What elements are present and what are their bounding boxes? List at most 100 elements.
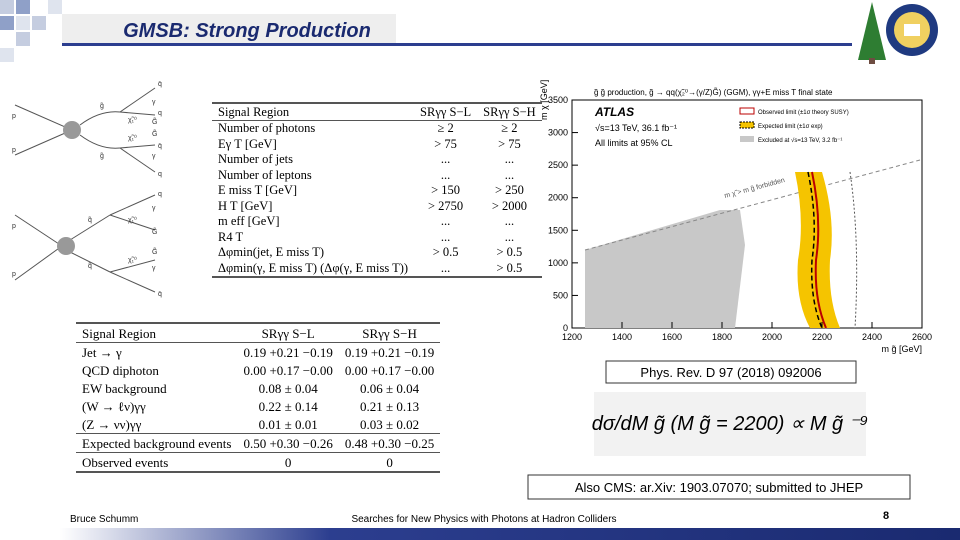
table-cell: ≥ 2 <box>437 121 454 135</box>
diagram-label: γ <box>152 265 156 272</box>
diagram-label: q̄ <box>158 291 162 298</box>
table-row: m eff [GeV]...... <box>212 214 542 230</box>
page-number: 8 <box>883 510 889 522</box>
x-tick-label: 2000 <box>762 332 782 342</box>
diagram-label: χ̃₁⁰ <box>128 256 137 264</box>
table-cell: SRγγ S−H <box>477 102 542 121</box>
table-cell: > 2750 <box>428 198 464 213</box>
table-cell: > 0.5 <box>432 245 459 259</box>
diagram-label: γ <box>152 205 156 212</box>
table-cell: ... <box>414 260 478 278</box>
legend-entry: Expected limit (±1σ exp) <box>758 124 823 130</box>
y-tick-label: 3000 <box>548 128 568 138</box>
table-cell: > 2000 <box>491 198 527 213</box>
y-tick-label: 1500 <box>548 225 568 235</box>
diagram-label: χ̃₁⁰ <box>128 116 137 124</box>
table-row: Expected background events 0.50 +0.30 −0.… <box>76 433 441 453</box>
table-cell: 0.03 ± 0.02 <box>360 416 420 432</box>
table-cell: ... <box>504 152 515 166</box>
table-cell: > 250 <box>494 183 524 197</box>
table-cell: 0.48 +0.30 −0.25 <box>338 433 441 453</box>
table-row: Jet → γ 0.19 +0.21 −0.19 0.19 +0.21 −0.19 <box>76 343 440 362</box>
x-tick-label: 2200 <box>812 332 832 342</box>
diagram-label: q̄ <box>158 143 162 150</box>
table-row: Signal Region SRγγ S−L SRγγ S−H <box>76 322 441 343</box>
table-cell: > 0.5 <box>496 245 523 259</box>
diagram-label: p <box>12 113 16 120</box>
table-cell: ... <box>440 229 451 244</box>
table-cell: 0 <box>237 452 339 473</box>
author: Bruce Schumm <box>70 514 138 525</box>
diagram-label: q̄ <box>158 81 162 88</box>
y-tick-label: 3500 <box>548 95 568 105</box>
y-tick-label: 500 <box>553 290 568 300</box>
table-cell: E miss T [GeV] <box>218 183 298 197</box>
reference: Phys. Rev. D 97 (2018) 092006 <box>640 365 821 380</box>
x-tick-label: 1400 <box>612 332 632 342</box>
table-cell: (Z → νν)γγ <box>82 416 142 432</box>
diagram-label: g̃ <box>100 153 104 160</box>
y-label: m χ̃ [GeV] <box>539 80 549 120</box>
table-cell: Δφmin(jet, E miss T) <box>218 245 324 259</box>
table-cell: ... <box>440 152 451 166</box>
talk-title: Searches for New Physics with Photons at… <box>351 514 616 525</box>
table-cell: 0.22 ± 0.14 <box>258 398 318 414</box>
diagram-label: g̃ <box>100 103 104 110</box>
table-row: Signal Region SRγγ S−L SRγγ S−H <box>212 102 542 121</box>
x-tick-label: 2600 <box>912 332 932 342</box>
table-cell: > 75 <box>498 136 521 151</box>
table-row: E miss T [GeV] > 150 > 250 <box>212 183 542 199</box>
cl: All limits at 95% CL <box>595 138 673 148</box>
table-cell: SRγγ S−L <box>237 322 339 343</box>
table-cell: EW background <box>82 380 167 396</box>
table-row: Eγ T [GeV] > 75 > 75 <box>212 136 542 152</box>
table-cell: 0.19 +0.21 −0.19 <box>344 344 435 360</box>
y-tick-label: 2500 <box>548 160 568 170</box>
table-row: Observed events 0 0 <box>76 452 441 473</box>
table-cell: m eff [GeV] <box>218 214 280 228</box>
table-cell: Number of jets <box>218 152 293 166</box>
table-row: (W → ℓν)γγ 0.22 ± 0.14 0.21 ± 0.13 <box>76 397 440 415</box>
table-cell: Observed events <box>76 452 238 473</box>
y-tick-label: 0 <box>563 323 568 333</box>
title: GMSB: Strong Production <box>123 20 371 42</box>
table-cell: 0.19 +0.21 −0.19 <box>243 344 333 360</box>
table-row: Number of jets...... <box>212 152 542 168</box>
table-cell: Jet → γ <box>82 344 122 360</box>
diagram-label: χ̃₁⁰ <box>128 134 137 142</box>
x-tick-label: 2400 <box>862 332 882 342</box>
diagram-label: q <box>158 191 162 198</box>
table-cell: Number of leptons <box>218 167 312 182</box>
table-cell: ... <box>504 167 515 182</box>
diagram-label: χ̃₁⁰ <box>128 216 137 224</box>
table-row: Δφmin(jet, E miss T) > 0.5 > 0.5 <box>212 245 542 261</box>
cuts-table: Signal Region SRγγ S−L SRγγ S−H Number of p… <box>212 102 542 278</box>
cms-note: Also CMS: ar.Xiv: 1903.07070; submitted … <box>575 480 863 495</box>
legend-entry: Observed limit (±1σ theory SUSY) <box>758 110 849 116</box>
table-row: Number of leptons...... <box>212 167 542 183</box>
y-tick-label: 2000 <box>548 193 568 203</box>
table-cell: SRγγ S−H <box>338 322 441 343</box>
table-cell: (W → ℓν)γγ <box>82 398 146 414</box>
table-cell: 0.08 ± 0.04 <box>258 380 318 396</box>
table-cell: 0.06 ± 0.04 <box>360 380 420 396</box>
table-row: Δφmin(γ, E miss T) (Δφ(γ, E miss T))... >… <box>212 260 542 278</box>
x-label: m g̃ [GeV] <box>881 344 922 354</box>
diagram-label: q̃ <box>88 217 92 224</box>
diagram-label: p <box>12 147 16 154</box>
experiment: ATLAS <box>594 105 634 119</box>
table-cell: QCD diphoton <box>82 362 159 378</box>
table-cell: R4 T <box>218 229 244 244</box>
diagram-label: G̃ <box>152 130 157 138</box>
diagram-label: q <box>158 110 162 117</box>
diagram-label: G̃ <box>152 118 157 126</box>
table-cell: 0.00 +0.17 −0.00 <box>344 362 435 378</box>
diagram-label: p <box>12 223 16 230</box>
table-cell: H T [GeV] <box>218 198 273 213</box>
diagram-label: γ <box>152 153 156 160</box>
table-row: EW background 0.08 ± 0.04 0.06 ± 0.04 <box>76 379 440 397</box>
table-cell: 0.01 ± 0.01 <box>258 416 318 432</box>
table-row: Number of photons ≥ 2 ≥ 2 <box>212 120 542 136</box>
